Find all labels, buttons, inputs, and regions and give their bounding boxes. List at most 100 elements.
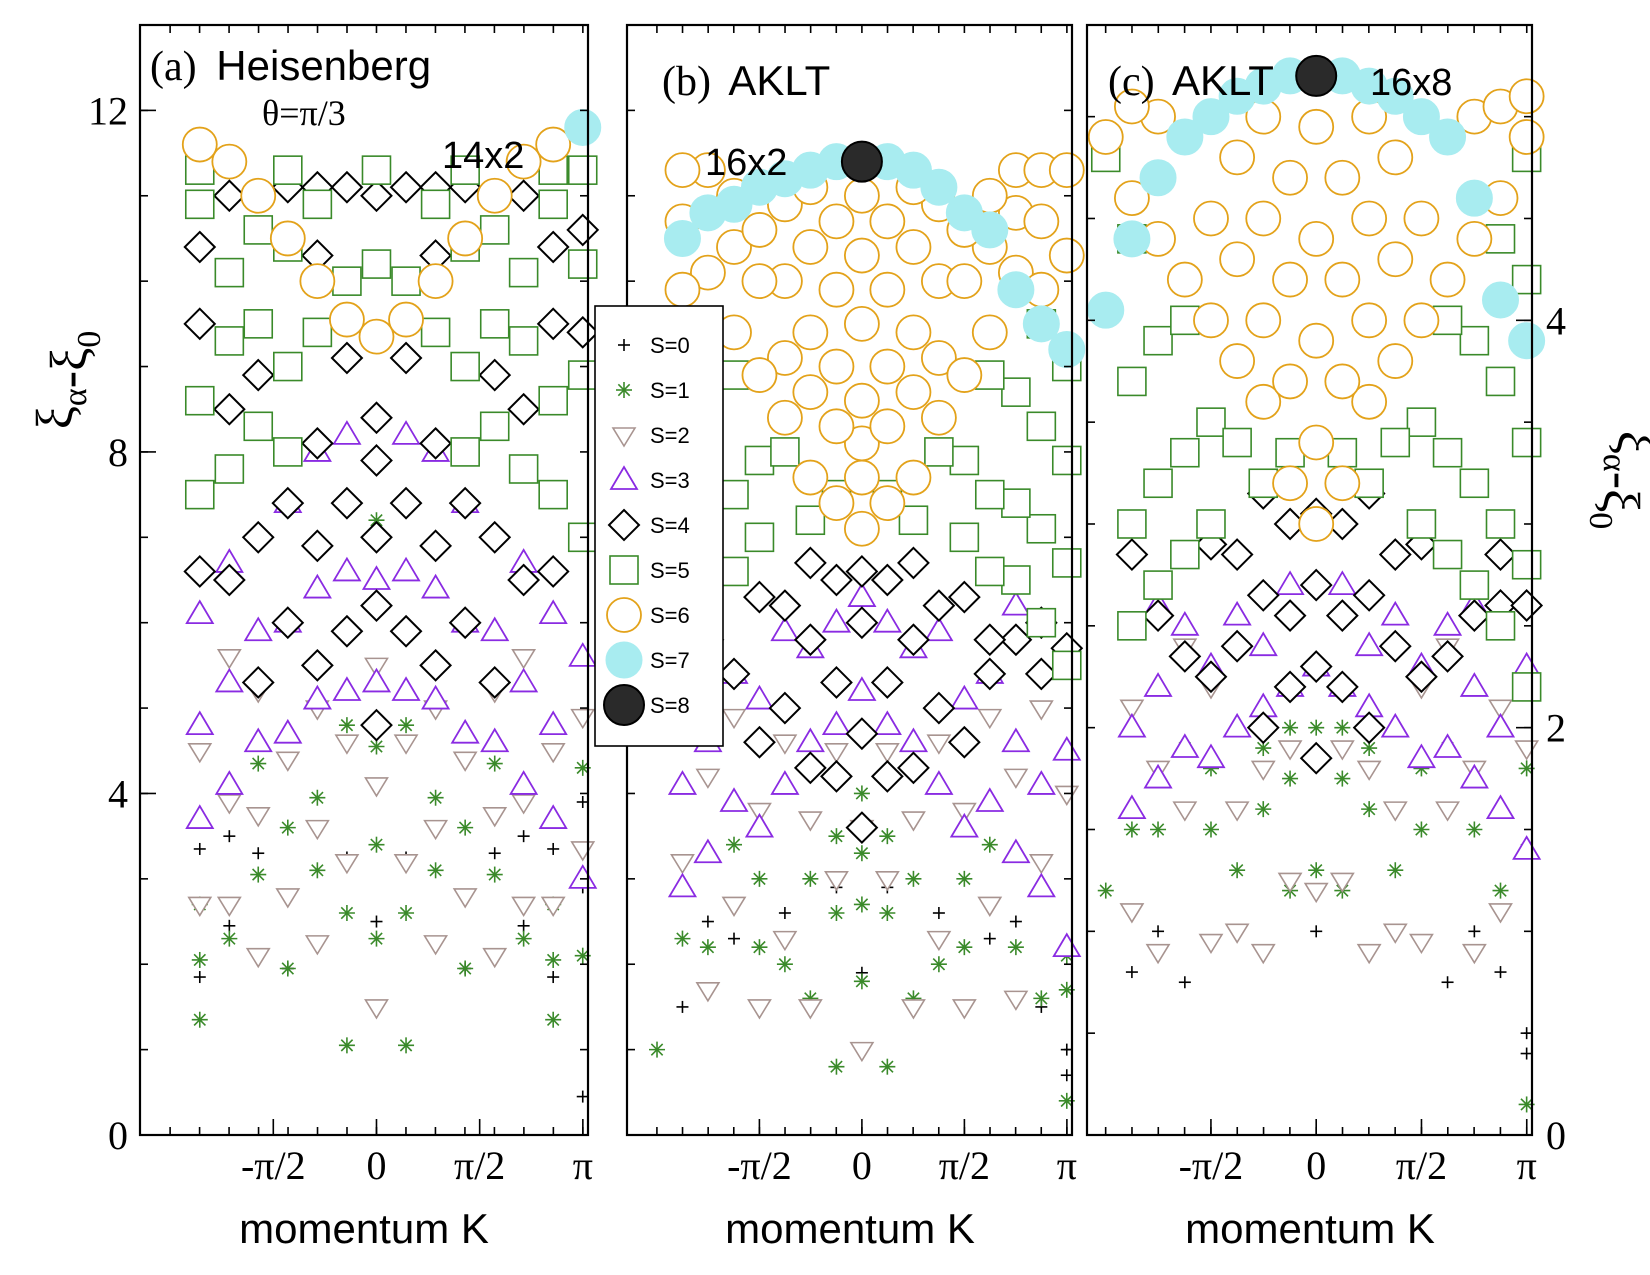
panel-c-s5-point-1 [1485,611,1516,641]
panel-b-s2-point-27 [977,708,1003,730]
panel-a-s2-point-10 [275,888,301,909]
panel-a-s2-point-32 [511,649,537,670]
panel-b-s5-point-0 [1051,650,1082,681]
panel-a-s5-point-5 [479,411,510,442]
panel-b-s6-point-1 [843,459,880,496]
panel-b-s6-point-25 [869,271,906,308]
panel-b-s0-point-9 [932,907,945,919]
legend-entries: S=0 S=1 S=2 S=3 S=4 S=5 S=6 S=7 S=8 [603,333,690,726]
panel-a-s1-point-20 [279,819,296,836]
panel-b-s1-point-19 [751,870,768,887]
panel-a-s3-point-4 [214,770,244,795]
panel-c-s2-point-18 [1224,801,1250,822]
panel-a-s2-point-8 [216,896,242,917]
panel-b-s6-point-19 [741,357,778,393]
panel-c-s3-point-0 [1512,835,1542,860]
panel-a-s5-point-8 [273,437,303,467]
panel-c-s6-point-2 [1272,465,1308,502]
panel-b-s1-point-22 [853,845,870,862]
panel-c-s6-point-32 [1377,139,1414,176]
panel-a-s2-point-2 [304,935,330,956]
panel-b-s6-point-60 [843,177,880,214]
panel-a-s4-point-41 [389,170,423,204]
panel-b-s0-point-5 [983,932,996,945]
panel-a-s4-point-46 [212,179,246,213]
panel-b-s5-point-9 [1051,548,1082,578]
panel-a-s1-point-6 [221,930,238,947]
panel-b-s2-point-8 [772,930,798,952]
panel-b-s6-point-17 [767,340,803,376]
panel-a-s5-point-7 [450,437,480,467]
panel-c-s6-point-8 [1377,343,1414,379]
panel-c-s2-point-5 [1382,923,1408,944]
panel-a-s1-point-28 [398,717,415,734]
panel-a-s0-point-9 [488,847,501,860]
panel-b-s3-point-31 [847,582,877,607]
panel-c-s0-point-0 [1520,1047,1533,1060]
panel-b-s2-point-22 [1054,785,1080,806]
panel-b-s3-point-1 [1026,872,1056,898]
panel-a-s2-point-20 [364,777,389,798]
panel-c-s6-point-13 [1403,302,1440,339]
panel-b: -π/2 0 π/2 π (b) AKLT 16x2 momentum K [625,23,1086,1252]
panel-a-s5-point-20 [391,266,421,296]
panel-c-s1-point-13 [1334,770,1351,787]
panel-b-s3-point-11 [898,727,929,753]
panel-b-s2-point-14 [670,853,695,875]
panel-b-s7-point-3 [997,271,1035,309]
panel-b-s6-point-8 [818,408,855,445]
panel-b-s4-point-17 [999,623,1033,657]
panel-a-s4-point-8 [448,606,482,640]
panel-a-s5-point-16 [450,351,480,382]
panel-c-s4-point-13 [1168,639,1202,673]
panel-a-s3-point-9 [421,684,451,710]
panel-b-s2-point-19 [747,802,772,824]
panel-c-s6-point-5 [1245,383,1282,420]
panel-a-s5-point-2 [184,479,215,510]
panel-c-s1-point-12 [1202,821,1219,838]
panel-a-s4-point-45 [507,179,541,213]
panel-c-s2-point-20 [1277,740,1303,761]
panel-b-s2-point-12 [824,871,849,892]
panel-a-s1-point-7 [368,930,385,947]
panel-b-s1-point-0 [879,1058,896,1075]
panel-c-s2-point-8 [1198,933,1224,955]
panel-a-s4-point-34 [389,341,423,375]
panel-a-s2-point-16 [423,819,449,841]
panel-a-s3-point-5 [480,727,510,753]
panel-c-s2-point-19 [1329,740,1355,761]
panel-b-s6-point-35 [843,237,880,274]
legend: S=0 S=1 S=2 S=3 S=4 S=5 S=6 S=7 S=8 [594,305,724,747]
panel-c-s1-point-6 [1255,801,1272,818]
panel-c-xtick-label-1: 0 [1306,1143,1326,1188]
panel-b-s0-point-6 [701,915,714,928]
panel-a-s2-point-25 [393,734,419,755]
panel-a-s3-point-29 [185,599,215,625]
panel-a-s5-point-12 [508,326,539,356]
panel-a-s6-point-9 [505,143,542,180]
panel-b-s6-point-36 [895,229,932,265]
panel-a-s1-point-21 [427,789,444,806]
panel-b-s0-point-8 [778,907,791,919]
legend-marker-6 [606,597,642,633]
panel-a-s3-point-17 [509,667,539,693]
panel-c-s4-point-14 [1352,578,1386,612]
panel-a-s1-point-2 [191,1011,208,1028]
panel-a-xtick-label-2: π/2 [454,1143,505,1188]
panel-b-s2-point-28 [721,708,747,730]
panel-b-s3-point-6 [719,787,749,812]
panel-a-title: (a) Heisenberg [150,42,431,90]
legend-label-5: S=5 [650,558,690,583]
panel-b-s4-point-29 [793,546,827,580]
panel-b-s1-point-18 [956,870,973,887]
panel-c-s4-point-18 [1141,599,1175,633]
panel-b-s6-point-15 [818,348,855,385]
panel-c-s6-point-3 [1298,424,1335,461]
panel-a-s5-point-18 [420,317,451,348]
panel-c-s6-point-17 [1377,241,1414,278]
panel-c-s1-point-22 [1334,719,1351,736]
panel-b-s5-point-15 [719,479,749,510]
panel-a-s3-point-27 [361,565,392,590]
panel-b-s2-point-29 [1028,700,1054,721]
panel-a-s6-point-5 [447,220,484,257]
